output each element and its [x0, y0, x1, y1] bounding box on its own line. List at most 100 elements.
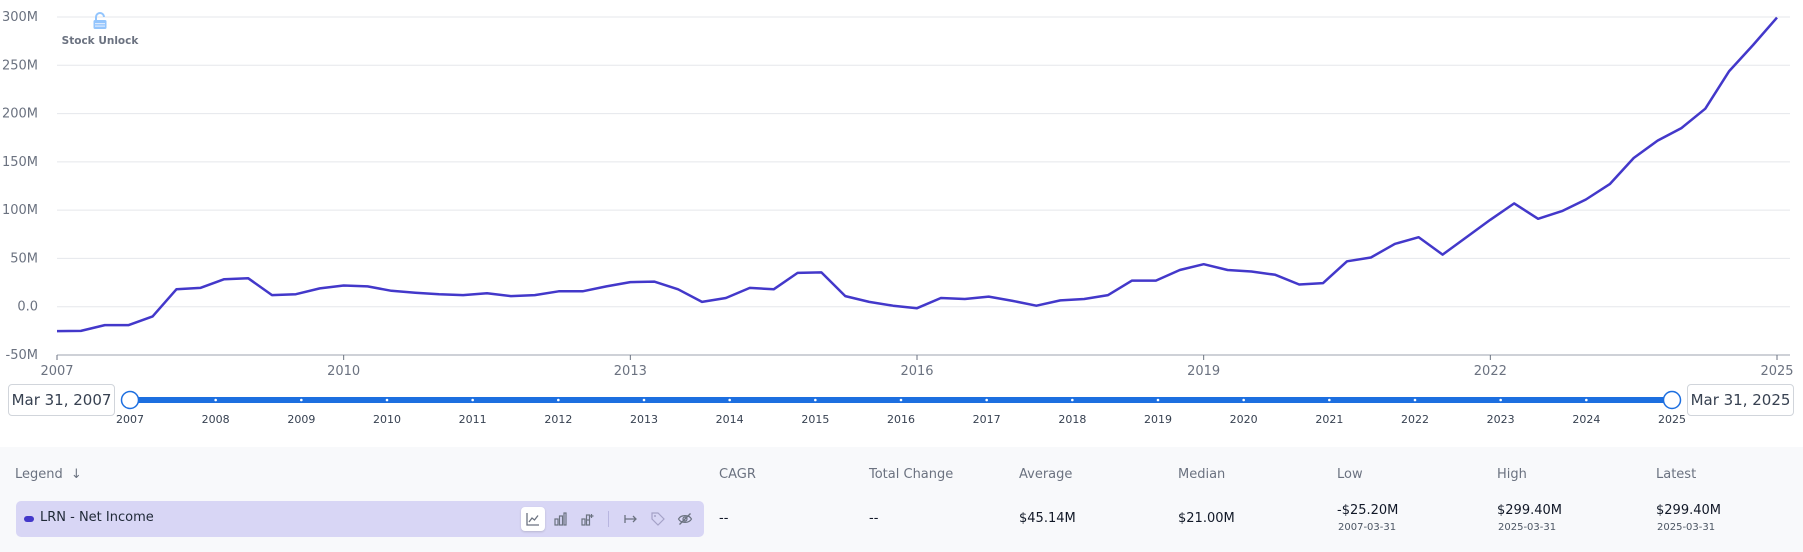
stacked-bar-icon	[581, 514, 594, 526]
stats-panel: Legend ↓ CAGR Total Change Average Media…	[0, 447, 1803, 552]
x-tick-label: 2013	[614, 364, 647, 379]
range-tick-dot	[1156, 398, 1160, 402]
series-line-net-income[interactable]	[56, 16, 1778, 333]
x-tick-label: 2025	[1760, 364, 1793, 379]
toolbar-divider	[608, 511, 609, 527]
range-tick-dot	[1585, 398, 1588, 402]
y-tick-label: 250M	[2, 58, 38, 73]
high-date: 2025-03-31	[1498, 522, 1557, 533]
x-tick-label: 2016	[900, 364, 933, 379]
series-color-swatch	[24, 516, 34, 522]
legend-row-net-income[interactable]: LRN - Net Income	[16, 501, 704, 537]
total-change-value: --	[869, 511, 879, 526]
y-tick-label: 50M	[10, 251, 38, 266]
y-axis: 300M 250M 200M 150M 100M 50M 0.0 -50M	[2, 10, 38, 363]
range-tick-dot	[642, 398, 646, 402]
range-tick-label: 2016	[887, 413, 915, 426]
eye-off-icon	[677, 513, 693, 525]
range-tick-dot	[899, 398, 903, 402]
range-tick-dot	[471, 398, 474, 402]
range-tick-dot	[557, 398, 560, 402]
range-tick-label: 2014	[716, 413, 744, 426]
median-value: $21.00M	[1178, 511, 1235, 526]
range-tick-label: 2013	[630, 413, 658, 426]
end-date-input[interactable]: Mar 31, 2025	[1687, 384, 1794, 416]
y-tick-label: 300M	[2, 10, 38, 25]
range-tick-label: 2009	[287, 413, 315, 426]
median-header: Median	[1178, 467, 1226, 482]
tag-button[interactable]	[646, 507, 670, 531]
series-label: LRN - Net Income	[40, 510, 154, 525]
range-tick-label: 2025	[1658, 413, 1686, 426]
lock-icon	[93, 12, 107, 29]
range-tick-label: 2018	[1058, 413, 1086, 426]
extend-button[interactable]	[619, 507, 643, 531]
range-tick-dot	[728, 398, 731, 402]
range-tick-dot	[1499, 398, 1502, 402]
low-date: 2007-03-31	[1338, 522, 1397, 533]
x-tick-label: 2019	[1187, 364, 1220, 379]
y-tick-label: -50M	[6, 348, 38, 363]
legend-header[interactable]: Legend ↓	[15, 467, 82, 482]
range-tick-label: 2011	[459, 413, 487, 426]
range-ticks: 2007 2008 2009 2010 2011 2012 2013 2014 2015 2016…	[116, 398, 1686, 426]
bar-chart-button[interactable]	[548, 507, 572, 531]
y-tick-label: 150M	[2, 155, 38, 170]
range-tick-label: 2012	[544, 413, 572, 426]
hide-button[interactable]	[673, 507, 697, 531]
range-tick-label: 2007	[116, 413, 144, 426]
range-tick-dot	[385, 398, 389, 402]
range-tick-label: 2019	[1144, 413, 1172, 426]
range-tick-label: 2021	[1315, 413, 1343, 426]
latest-value: $299.40M	[1656, 503, 1721, 518]
low-header: Low	[1337, 467, 1363, 482]
range-tick-dot	[985, 398, 988, 402]
tag-icon	[651, 512, 665, 526]
line-chart-button[interactable]	[521, 507, 545, 531]
range-tick-label: 2023	[1487, 413, 1515, 426]
stacked-bar-button[interactable]	[575, 507, 599, 531]
x-tick-label: 2022	[1474, 364, 1507, 379]
range-tick-label: 2010	[373, 413, 401, 426]
cagr-header: CAGR	[719, 467, 756, 482]
y-tick-label: 100M	[2, 203, 38, 218]
range-tick-dot	[814, 398, 817, 402]
range-tick-label: 2020	[1230, 413, 1258, 426]
range-slider[interactable]: 2007 2008 2009 2010 2011 2012 2013 2014 2015 2016…	[0, 380, 1803, 430]
latest-date: 2025-03-31	[1657, 522, 1716, 533]
range-tick-dot	[1413, 398, 1417, 402]
x-axis: 2007 2010 2013 2016 2019 2022 2025	[40, 355, 1794, 379]
range-tick-label: 2015	[801, 413, 829, 426]
watermark: Stock Unlock	[60, 12, 140, 47]
y-tick-label: 0.0	[17, 300, 38, 315]
range-tick-dot	[214, 398, 217, 402]
x-tick-label: 2010	[327, 364, 360, 379]
range-start-handle[interactable]	[120, 390, 140, 410]
range-tick-dot	[1242, 398, 1245, 402]
x-tick-label: 2007	[40, 364, 73, 379]
low-value: -$25.20M	[1337, 503, 1399, 518]
latest-header: Latest	[1656, 467, 1697, 482]
y-tick-label: 200M	[2, 107, 38, 122]
average-header: Average	[1019, 467, 1073, 482]
gridlines	[57, 16, 1790, 356]
range-end-handle[interactable]	[1662, 390, 1682, 410]
high-header: High	[1497, 467, 1527, 482]
range-tick-dot	[1071, 398, 1074, 402]
arrow-right-bar-icon	[624, 515, 637, 523]
total-change-header: Total Change	[869, 467, 954, 482]
bar-chart-icon	[554, 512, 567, 526]
range-tick-dot	[1328, 398, 1331, 402]
range-tick-label: 2017	[973, 413, 1001, 426]
start-date-input[interactable]: Mar 31, 2007	[8, 384, 115, 416]
sort-arrow-icon[interactable]: ↓	[70, 467, 82, 482]
line-chart-icon	[526, 513, 539, 526]
watermark-label: Stock Unlock	[61, 35, 139, 47]
cagr-value: --	[719, 511, 729, 526]
range-tick-label: 2024	[1572, 413, 1600, 426]
high-value: $299.40M	[1497, 503, 1562, 518]
range-tick-label: 2022	[1401, 413, 1429, 426]
range-tick-dot	[300, 398, 303, 402]
average-value: $45.14M	[1019, 511, 1076, 526]
